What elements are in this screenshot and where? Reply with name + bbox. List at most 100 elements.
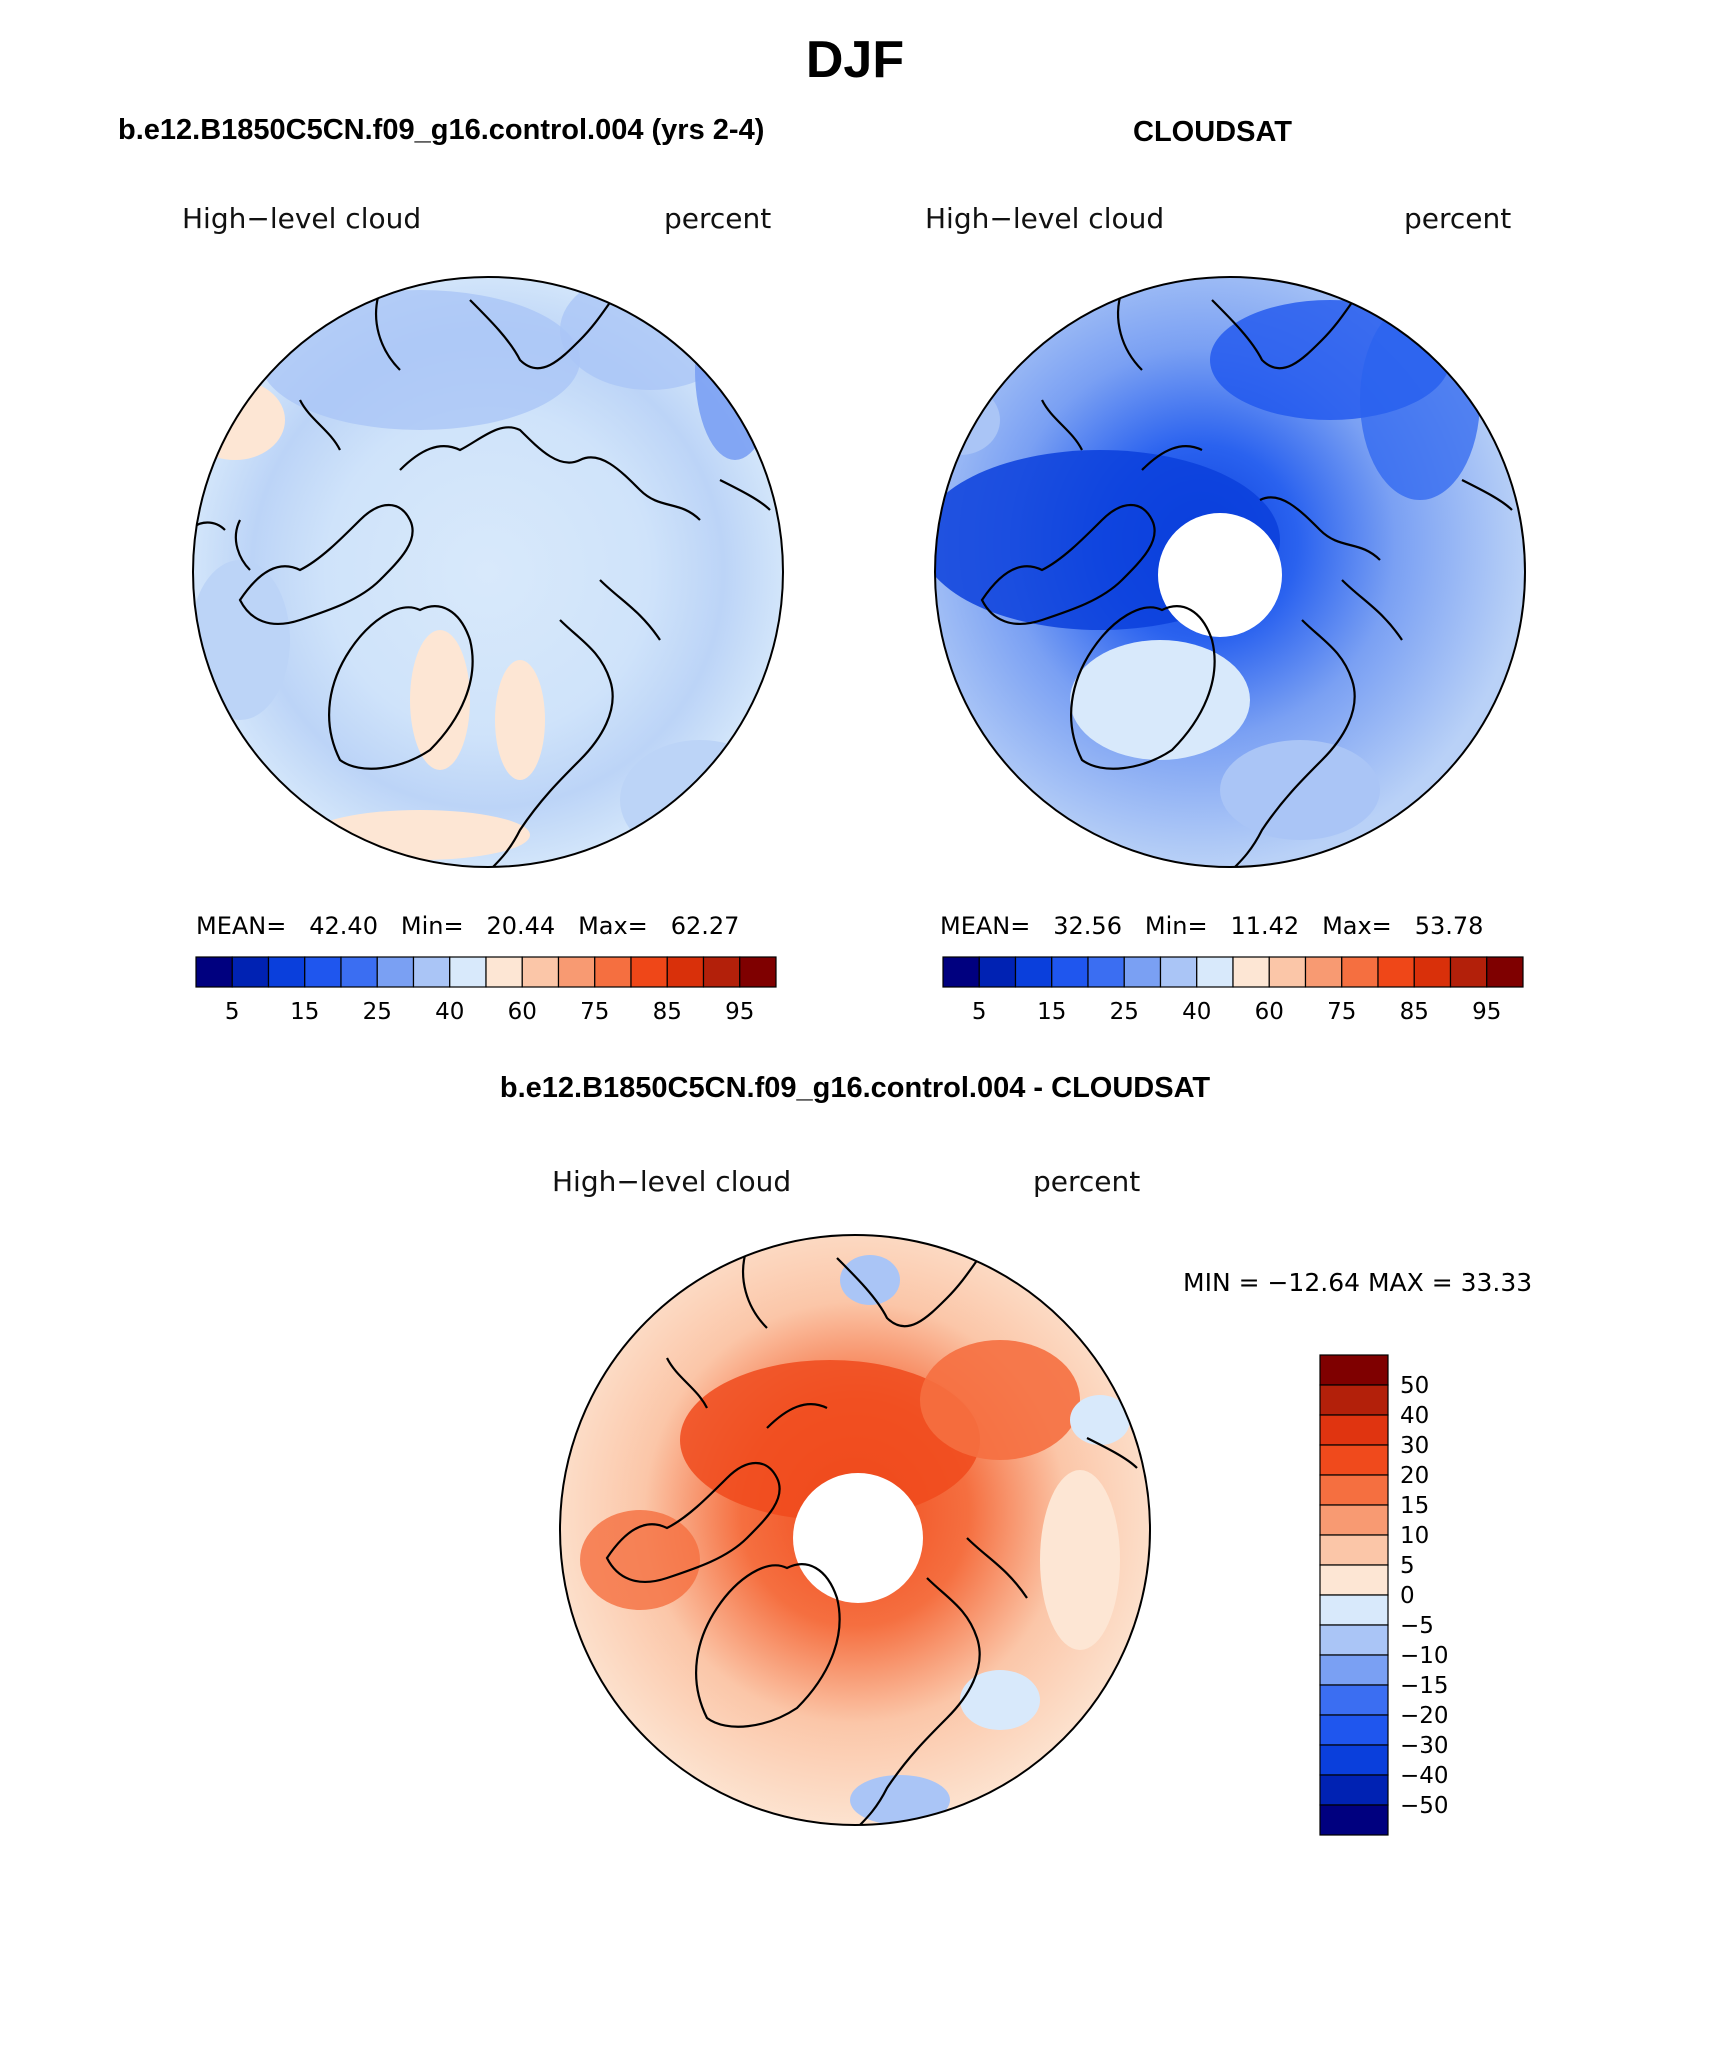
diff-colorbar-tick-label: 10 xyxy=(1400,1523,1429,1549)
left-colorbar-tick-label: 40 xyxy=(435,999,464,1025)
right-panel-title: CLOUDSAT xyxy=(1133,116,1292,148)
right-max-value: 53.78 xyxy=(1414,912,1484,940)
right-colorbar-tick-label: 40 xyxy=(1182,999,1211,1025)
left-mean-label: MEAN= xyxy=(196,912,287,940)
left-colorbar-tick-label: 95 xyxy=(725,999,754,1025)
diff-colorbar-tick-label: 5 xyxy=(1400,1553,1415,1579)
diff-colorbar-swatch xyxy=(1319,1684,1389,1716)
diff-colorbar-tick-label: −50 xyxy=(1400,1793,1449,1819)
right-colorbar-swatch xyxy=(1377,956,1415,988)
right-min-value: 11.42 xyxy=(1230,912,1300,940)
right-min-label: Min= xyxy=(1144,912,1208,940)
diff-colorbar-swatch xyxy=(1319,1414,1389,1446)
diff-colorbar-tick-label: 50 xyxy=(1400,1373,1429,1399)
diff-colorbar-tick-label: −5 xyxy=(1400,1613,1434,1639)
left-colorbar-tick-label: 15 xyxy=(290,999,319,1025)
diff-colorbar-tick-label: 15 xyxy=(1400,1493,1429,1519)
diff-colorbar-swatch xyxy=(1319,1714,1389,1746)
diff-colorbar-swatch xyxy=(1319,1354,1389,1386)
diff-colorbar-swatch xyxy=(1319,1804,1389,1836)
diff-colorbar-swatch xyxy=(1319,1564,1389,1596)
right-missing-polar-cap xyxy=(1158,513,1282,637)
left-colorbar-swatch xyxy=(376,956,415,988)
right-colorbar-swatch xyxy=(1413,956,1452,988)
left-colorbar-tick-label: 5 xyxy=(225,999,240,1025)
left-min-label: Min= xyxy=(400,912,464,940)
left-coastlines xyxy=(193,289,771,867)
diff-minmax-label: MIN = −12.64 MAX = 33.33 xyxy=(1183,1268,1533,1297)
left-min-value: 20.44 xyxy=(486,912,556,940)
left-colorbar-tick-label: 75 xyxy=(580,999,609,1025)
diff-colorbar-tick-label: 20 xyxy=(1400,1463,1429,1489)
left-colorbar-swatch xyxy=(666,956,705,988)
left-colorbar-swatch xyxy=(739,956,777,988)
right-colorbar-swatch xyxy=(1486,956,1524,988)
left-stats: MEAN= 42.40 Min= 20.44 Max= 62.27 xyxy=(196,912,739,940)
diff-colorbar-tick-label: −40 xyxy=(1400,1763,1449,1789)
figure-title: DJF xyxy=(805,31,905,89)
right-colorbar-swatch xyxy=(1159,956,1198,988)
left-colorbar-swatch xyxy=(449,956,487,988)
diff-colorbar-swatch xyxy=(1319,1744,1389,1776)
left-colorbar-swatch xyxy=(304,956,342,988)
right-colorbar-tick-label: 25 xyxy=(1110,999,1139,1025)
right-map xyxy=(934,276,1526,868)
right-colorbar-swatch xyxy=(1232,956,1270,988)
diff-missing-polar-cap xyxy=(793,1473,923,1603)
left-panel-title: b.e12.B1850C5CN.f09_g16.control.004 (yrs… xyxy=(118,114,765,146)
right-colorbar-swatch xyxy=(1341,956,1379,988)
diff-colorbar-swatch xyxy=(1319,1624,1389,1656)
left-colorbar-swatch xyxy=(231,956,270,988)
right-colorbar-swatch xyxy=(1268,956,1307,988)
left-colorbar-tick-label: 25 xyxy=(363,999,392,1025)
right-colorbar-tick-label: 15 xyxy=(1037,999,1066,1025)
right-max-label: Max= xyxy=(1322,912,1392,940)
left-max-value: 62.27 xyxy=(670,912,740,940)
right-units-label: percent xyxy=(1404,202,1512,235)
diff-colorbar-swatch xyxy=(1319,1444,1389,1476)
left-mean-value: 42.40 xyxy=(309,912,378,940)
right-colorbar-swatch xyxy=(1196,956,1234,988)
left-colorbar-swatch xyxy=(594,956,632,988)
right-colorbar-swatch xyxy=(1123,956,1162,988)
left-colorbar-tick-label: 60 xyxy=(508,999,537,1025)
left-map xyxy=(192,276,784,868)
diff-colorbar-swatch xyxy=(1319,1594,1389,1626)
right-colorbar-tick-label: 95 xyxy=(1472,999,1501,1025)
right-stats: MEAN= 32.56 Min= 11.42 Max= 53.78 xyxy=(940,912,1483,940)
left-colorbar-tick-label: 85 xyxy=(653,999,682,1025)
diff-variable-label: High−level cloud xyxy=(552,1165,792,1198)
diff-coastlines xyxy=(605,1247,1138,1825)
left-colorbar-swatch xyxy=(521,956,560,988)
left-colorbar: 5 15 25 40 60 75 85 95 xyxy=(195,956,777,1025)
left-units-label: percent xyxy=(664,202,772,235)
diff-colorbar-swatch xyxy=(1319,1774,1389,1806)
diff-colorbar-tick-label: 40 xyxy=(1400,1403,1429,1429)
right-mean-value: 32.56 xyxy=(1053,912,1122,940)
left-colorbar-swatch xyxy=(412,956,451,988)
right-coastlines xyxy=(980,289,1513,867)
diff-colorbar-swatch xyxy=(1319,1384,1389,1416)
right-colorbar-swatch xyxy=(942,956,980,988)
right-colorbar-swatch xyxy=(1087,956,1125,988)
left-max-label: Max= xyxy=(578,912,648,940)
diff-colorbar-swatch xyxy=(1319,1504,1389,1536)
right-colorbar-swatch xyxy=(1304,956,1343,988)
right-colorbar-swatch xyxy=(1014,956,1053,988)
right-colorbar-tick-label: 85 xyxy=(1400,999,1429,1025)
diff-colorbar-tick-label: −15 xyxy=(1400,1673,1449,1699)
diff-map xyxy=(559,1234,1151,1826)
right-colorbar-swatch xyxy=(1449,956,1488,988)
right-colorbar: 5 15 25 40 60 75 85 95 xyxy=(942,956,1524,1025)
right-colorbar-tick-label: 5 xyxy=(972,999,987,1025)
right-colorbar-swatch xyxy=(978,956,1017,988)
right-colorbar-swatch xyxy=(1051,956,1089,988)
left-colorbar-swatch xyxy=(630,956,668,988)
diff-colorbar-swatch xyxy=(1319,1534,1389,1566)
diff-map-patches xyxy=(560,1255,1130,1825)
diff-colorbar-swatch xyxy=(1319,1474,1389,1506)
left-colorbar-swatch xyxy=(195,956,233,988)
left-colorbar-swatch xyxy=(267,956,306,988)
